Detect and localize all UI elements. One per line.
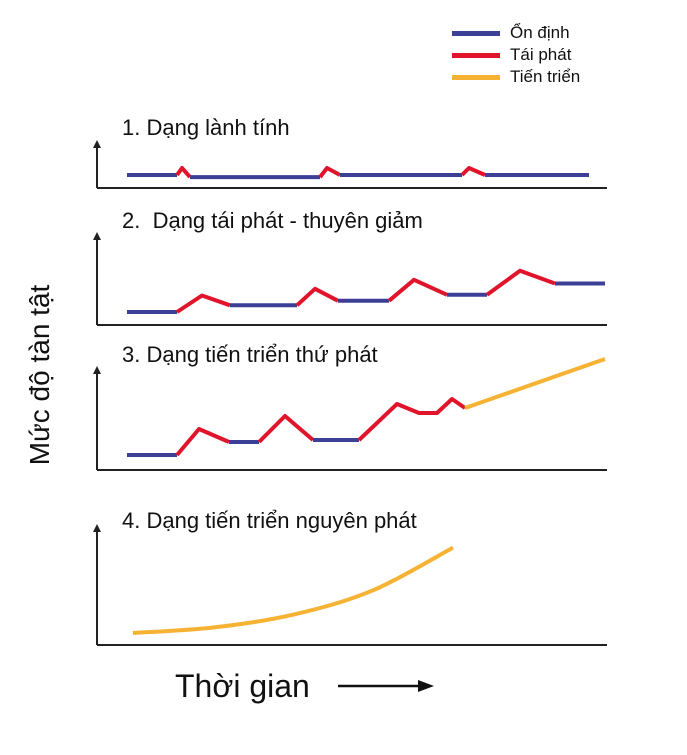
panel-3-relapse-segment-4 (257, 414, 315, 444)
panel-4-progressive-segment-1 (132, 545, 454, 635)
legend-label-relapse: Tái phát (510, 45, 572, 64)
panel-title-2: 2. Dạng tái phát - thuyên giảm (122, 208, 423, 233)
y-axis-label: Mức độ tàn tật (24, 284, 55, 466)
panel-2-relapse-segment-8 (485, 268, 556, 297)
legend-item-relapse: Tái phát (452, 44, 580, 66)
panel-2-relapse-segment-4 (295, 286, 339, 307)
legend-swatch-progressive (452, 74, 500, 80)
panel-1-relapse-segment-6 (460, 166, 486, 177)
legend-swatch-relapse (452, 52, 500, 58)
panel-2-relapse-segment-2 (175, 293, 231, 314)
panel-3-relapse-segment-6 (357, 397, 467, 442)
panel-title-3: 3. Dạng tiến triển thứ phát (122, 342, 378, 367)
legend: Ổn định Tái phát Tiến triển (452, 22, 580, 88)
panel-3-relapse-segment-2 (175, 427, 230, 457)
panel-1-relapse-segment-2 (175, 166, 192, 179)
legend-item-progressive: Tiến triển (452, 66, 580, 88)
legend-swatch-stable (452, 30, 500, 36)
x-axis-label: Thời gian (175, 668, 310, 704)
time-arrow-icon (338, 680, 434, 692)
panel-1-y-axis-arrow (93, 140, 101, 148)
panel-1-relapse-segment-4 (318, 166, 341, 179)
legend-label-stable: Ổn định (510, 23, 570, 42)
panel-3-progressive-segment-7 (464, 357, 606, 410)
panel-3-y-axis-arrow (93, 366, 101, 374)
panel-2-relapse-segment-6 (387, 277, 448, 303)
panel-2-y-axis-arrow (93, 232, 101, 240)
panel-title-4: 4. Dạng tiến triển nguyên phát (122, 508, 417, 533)
legend-label-progressive: Tiến triển (510, 67, 581, 86)
panel-4-y-axis-arrow (93, 524, 101, 532)
panel-title-1: 1. Dạng lành tính (122, 115, 290, 140)
legend-item-stable: Ổn định (452, 22, 580, 44)
